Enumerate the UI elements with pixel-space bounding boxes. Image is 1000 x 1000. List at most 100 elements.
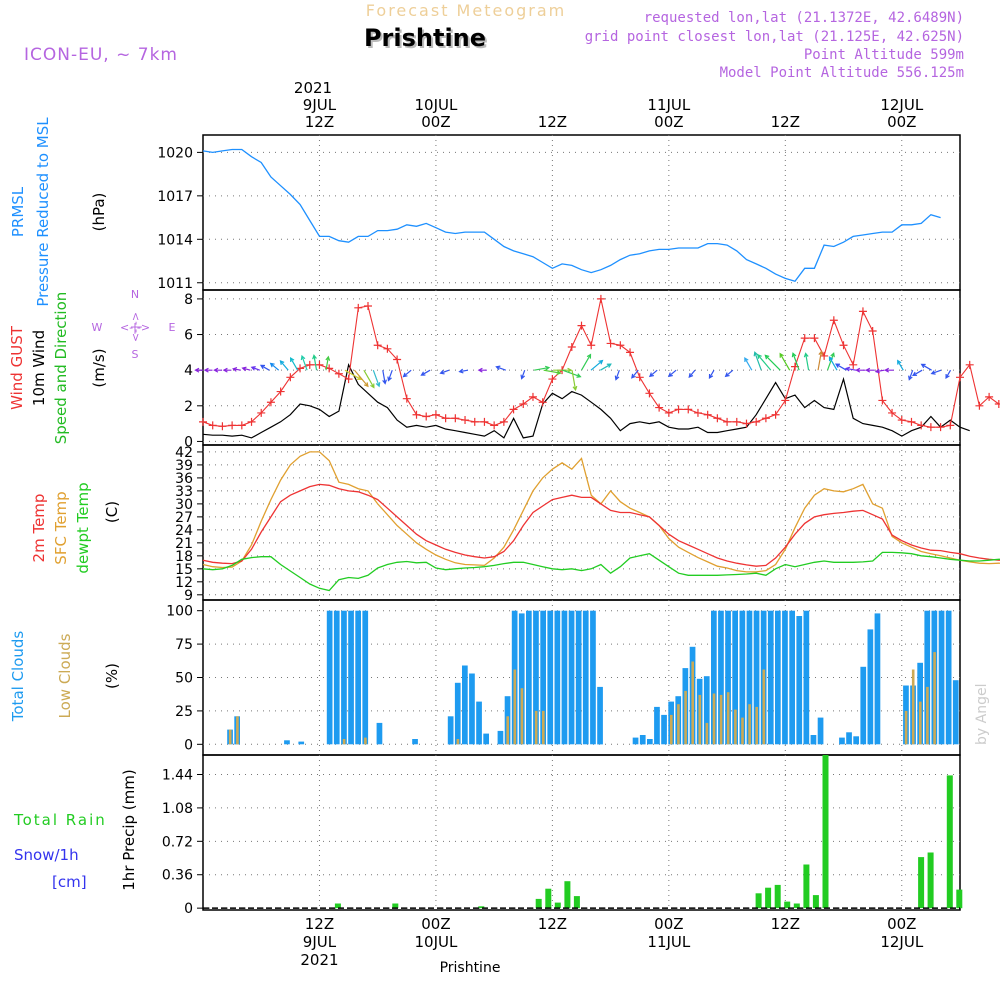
total-cloud-bar — [348, 610, 354, 745]
total-cloud-bar — [497, 730, 504, 745]
low-cloud-bar — [691, 661, 694, 745]
wind-direction-arrow — [439, 369, 450, 375]
wind-direction-arrow — [289, 356, 299, 371]
wind-gust-marker — [402, 394, 411, 403]
point-altitude: Point Altitude 599m — [804, 47, 964, 63]
wind-gust-marker — [519, 400, 528, 409]
wind-gust-marker — [985, 392, 994, 401]
compass-n: N — [131, 288, 139, 301]
total-cloud-bar — [924, 610, 931, 745]
low-cloud-bar — [364, 737, 367, 745]
requested-coords: requested lon,lat (21.1372E, 42.6489N) — [644, 10, 964, 26]
total-cloud-bar — [732, 610, 738, 745]
total-cloud-bar — [454, 682, 461, 745]
wind-gust-marker — [470, 417, 479, 426]
wind-direction-arrow — [520, 369, 526, 380]
compass-horizontal: <-|-> — [120, 321, 150, 334]
wind-direction-arrow — [803, 352, 810, 371]
wind-gust-marker — [994, 400, 1000, 409]
low-cloud-bar — [933, 652, 936, 745]
total-cloud-bar — [810, 735, 817, 745]
wind-gust-marker — [441, 414, 450, 423]
pressure-frame — [202, 134, 961, 291]
total-cloud-bar — [803, 610, 810, 745]
wind-direction-arrow — [648, 369, 658, 378]
low-clouds-label: Low Clouds — [56, 633, 74, 718]
wind-gust-label: Wind GUST — [8, 325, 26, 410]
total-cloud-bar — [817, 717, 824, 745]
rain-bar — [918, 857, 925, 909]
precip-ytick-label: 0.36 — [162, 868, 193, 884]
wind-gust-marker — [771, 410, 780, 419]
wind-gust-marker — [257, 408, 266, 417]
low-cloud-bar — [755, 706, 758, 745]
wind-gust-marker — [713, 414, 722, 423]
wind-gust-marker — [655, 403, 664, 412]
top-year-label: 2021 — [294, 79, 332, 97]
low-cloud-bar — [456, 739, 460, 745]
low-cloud-bar — [542, 710, 545, 745]
wind-direction-arrow — [382, 370, 387, 385]
total-cloud-bar — [789, 610, 795, 745]
total-cloud-bar — [661, 714, 667, 745]
2m-temp-label: 2m Temp — [30, 494, 48, 563]
low-cloud-bar — [228, 729, 232, 745]
temperature-ytick-label: 15 — [175, 562, 193, 578]
wind-gust-marker — [354, 303, 363, 312]
low-cloud-bar — [670, 714, 673, 745]
wind-direction-arrow — [213, 367, 222, 373]
wind-gust-marker — [208, 421, 217, 430]
rain-bar — [784, 901, 791, 909]
low-cloud-bar — [506, 716, 509, 745]
wind-gust-marker — [703, 410, 712, 419]
temp-unit: (C) — [103, 501, 121, 523]
wind-direction-arrow — [920, 363, 932, 371]
wind-gust-marker — [276, 387, 285, 396]
wind-direction-arrow — [387, 369, 393, 382]
wind-direction-arrow — [241, 366, 251, 372]
bottom-time-label: 12Z — [538, 915, 567, 933]
wind-gust-marker — [820, 351, 829, 360]
total-cloud-bar — [469, 673, 475, 745]
pressure-ytick-label: 1020 — [157, 145, 193, 161]
total-cloud-bar — [711, 610, 717, 745]
wind-direction-arrow — [930, 369, 942, 375]
wind-direction-arrow — [724, 369, 734, 378]
wind-direction-arrow — [420, 369, 431, 376]
rain-bar — [956, 889, 963, 909]
total-cloud-bar — [462, 665, 468, 745]
wind-gust-marker — [674, 405, 683, 414]
wind-gust-marker — [266, 398, 275, 407]
clouds-ytick-label: 25 — [175, 704, 193, 720]
precip-ytick-label: 0.72 — [162, 834, 193, 850]
total-cloud-bar — [582, 610, 589, 745]
temperature-ytick-label: 30 — [175, 497, 193, 513]
sfc-temp-label: SFC Temp — [52, 491, 70, 564]
top-time-label: 00Z — [421, 113, 450, 131]
wind-gust-marker — [781, 396, 790, 405]
total-cloud-bar — [782, 610, 788, 745]
wind-direction-arrow — [363, 369, 375, 389]
total-rain-label: Total Rain — [13, 811, 107, 829]
total-cloud-bar — [298, 741, 305, 745]
wind-gust-marker — [800, 334, 809, 343]
total-cloud-bar — [376, 722, 383, 745]
wind-ytick-label: 4 — [184, 363, 193, 379]
total-cloud-bar — [526, 610, 532, 745]
total-cloud-bar — [412, 739, 418, 745]
wind-gust-marker — [296, 364, 305, 373]
low-cloud-bar — [534, 710, 538, 745]
total-cloud-bar — [284, 740, 290, 745]
wind-direction-arrow — [543, 369, 562, 375]
rain-bar — [822, 755, 829, 909]
wind-gust-marker — [645, 389, 654, 398]
bottom-time-label: 00Z — [421, 915, 450, 933]
wind-gust-marker — [684, 405, 693, 414]
pressure-ytick-label: 1017 — [157, 189, 193, 205]
wind-direction-arrow — [897, 359, 904, 371]
compass-e: E — [169, 321, 176, 334]
dewpt-temp-label: dewpt Temp — [74, 482, 92, 573]
low-cloud-bar — [748, 704, 751, 745]
wind-direction-arrow — [571, 370, 578, 392]
